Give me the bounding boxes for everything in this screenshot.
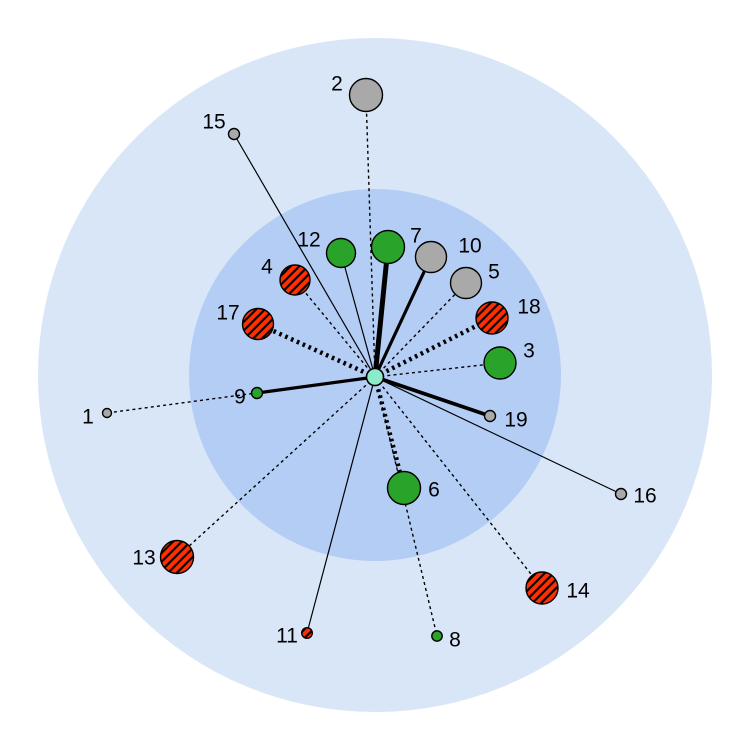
edge-12 — [340, 252, 376, 378]
node-6 — [386, 470, 422, 506]
node-7 — [370, 229, 406, 265]
node-9 — [250, 386, 264, 400]
node-label-15: 15 — [202, 111, 225, 134]
edge-19 — [374, 375, 491, 418]
edges-layer — [106, 94, 622, 637]
node-label-6: 6 — [428, 479, 440, 502]
node-label-13: 13 — [132, 547, 155, 570]
node-16 — [614, 487, 628, 501]
edge-16 — [374, 376, 622, 495]
edge-7 — [372, 246, 391, 378]
node-4 — [279, 264, 311, 296]
node-label-7: 7 — [410, 225, 422, 248]
node-5 — [449, 266, 483, 300]
node-label-11: 11 — [276, 625, 298, 648]
node-15 — [227, 127, 241, 141]
edge-13 — [176, 376, 376, 558]
node-14 — [525, 571, 559, 605]
node-label-14: 14 — [566, 580, 590, 603]
edge-18 — [373, 315, 494, 380]
edge-17 — [257, 321, 376, 380]
edge-11 — [306, 376, 376, 634]
node-18 — [475, 301, 509, 335]
node-label-8: 8 — [449, 629, 461, 652]
node-label-17: 17 — [216, 302, 239, 325]
edge-9 — [256, 375, 376, 395]
node-label-19: 19 — [504, 409, 527, 432]
node-3 — [483, 346, 517, 380]
nodes-layer — [101, 77, 628, 642]
edge-3 — [374, 362, 501, 378]
node-1 — [101, 407, 113, 419]
node-12 — [325, 237, 357, 269]
edge-14 — [374, 376, 543, 589]
node-label-5: 5 — [488, 261, 500, 284]
node-label-1: 1 — [82, 406, 94, 429]
node-label-12: 12 — [297, 229, 320, 252]
node-label-18: 18 — [517, 296, 540, 319]
node-13 — [159, 539, 195, 575]
node-2 — [348, 77, 384, 113]
node-label-4: 4 — [261, 256, 273, 279]
node-19 — [483, 409, 497, 423]
edge-10 — [373, 256, 433, 378]
node-label-3: 3 — [523, 340, 535, 363]
node-label-2: 2 — [331, 73, 343, 96]
edge-15 — [233, 133, 376, 378]
node-10 — [414, 240, 448, 274]
edge-8 — [374, 376, 438, 637]
node-11 — [301, 627, 314, 640]
node-17 — [241, 307, 275, 341]
edge-4 — [294, 279, 376, 378]
node-label-9: 9 — [234, 386, 246, 409]
node-label-16: 16 — [633, 485, 656, 508]
ego-node — [365, 367, 385, 387]
node-label-10: 10 — [458, 235, 481, 258]
node-8 — [431, 630, 443, 642]
